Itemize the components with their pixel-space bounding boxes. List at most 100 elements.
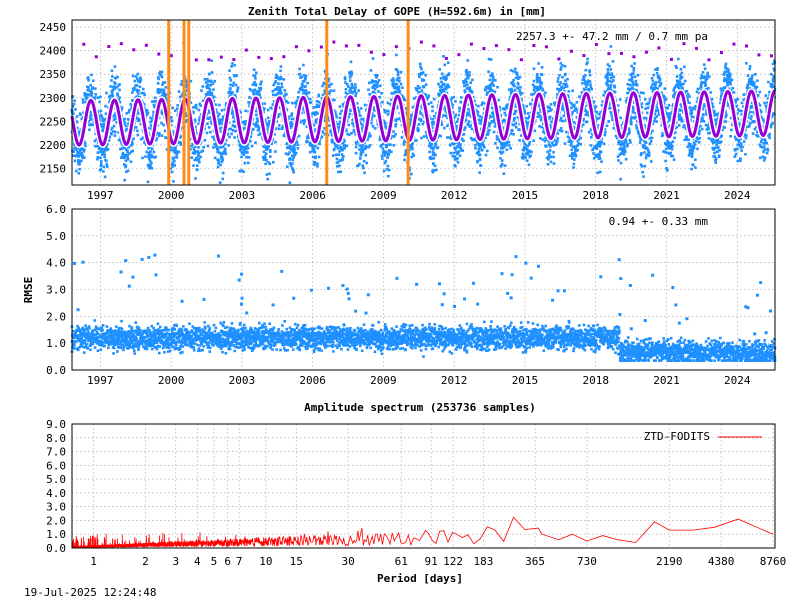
ztd-data-point	[329, 130, 332, 134]
ztd-data-point	[344, 87, 348, 91]
ztd-data-point	[293, 143, 297, 146]
ztd-data-point	[538, 114, 542, 117]
ztd-data-point	[155, 137, 159, 140]
ztd-data-point	[589, 83, 592, 86]
ztd-data-point	[450, 137, 453, 141]
ztd-data-point	[545, 145, 548, 148]
ztd-data-point	[235, 74, 239, 77]
ztd-data-point	[594, 105, 598, 108]
ztd-data-point	[211, 135, 214, 139]
ztd-data-point	[229, 83, 232, 87]
ztd-data-point	[465, 73, 469, 77]
ztd-data-point	[159, 74, 163, 77]
ztd-data-point	[130, 139, 134, 143]
ztd-data-point	[586, 57, 589, 61]
ztd-data-point	[290, 112, 294, 115]
ztd-data-point	[469, 136, 473, 140]
ztd-data-point	[304, 89, 308, 92]
ztd-data-point	[285, 93, 288, 96]
ztd-data-point	[411, 147, 414, 151]
ztd-data-point	[361, 145, 364, 149]
ztd-data-point	[466, 122, 470, 125]
ztd-data-point	[563, 142, 567, 145]
ztd-data-point	[83, 92, 87, 95]
ztd-data-point	[77, 158, 80, 162]
ztd-data-point	[331, 141, 335, 144]
ztd-data-point	[143, 141, 146, 144]
ztd-data-point	[453, 115, 457, 119]
ztd-data-point	[335, 115, 338, 119]
ztd-data-point	[236, 86, 240, 89]
ztd-data-point	[184, 111, 188, 115]
ztd-data-point	[523, 116, 527, 120]
ztd-data-point	[111, 126, 114, 130]
ztd-data-point	[404, 111, 408, 114]
ztd-data-point	[511, 69, 515, 73]
ztd-data-point	[468, 71, 471, 74]
ztd-data-point	[444, 109, 447, 113]
ztd-data-point	[367, 81, 371, 85]
ztd-data-point	[514, 122, 518, 125]
ztd-data-point	[216, 148, 220, 152]
ztd-data-point	[305, 91, 308, 95]
ztd-data-point	[201, 99, 205, 103]
ztd-data-point	[159, 90, 162, 94]
ztd-data-point	[471, 78, 474, 82]
ztd-data-point	[392, 135, 396, 138]
ztd-data-point	[145, 109, 149, 112]
ztd-data-point	[212, 146, 215, 149]
ztd-data-point	[329, 89, 333, 92]
ztd-data-point	[463, 90, 467, 94]
ztd-data-point	[451, 154, 455, 158]
ztd-data-point	[384, 151, 388, 155]
ztd-data-point	[421, 78, 424, 81]
ztd-data-point	[499, 157, 502, 160]
ztd-data-point	[77, 172, 81, 175]
ztd-data-point	[231, 129, 235, 132]
ztd-data-point	[432, 147, 435, 151]
ztd-data-point	[386, 113, 390, 116]
ztd-data-point	[132, 88, 135, 92]
ztd-data-point	[221, 177, 225, 181]
ztd-data-point	[513, 88, 517, 92]
ztd-data-point	[503, 164, 507, 167]
ztd-data-point	[462, 81, 466, 85]
ztd-data-point	[415, 87, 419, 91]
ztd-data-point	[505, 141, 509, 145]
ztd-data-point	[102, 150, 106, 153]
ztd-data-point	[100, 116, 104, 119]
ztd-data-point	[223, 147, 227, 151]
ztd-data-point	[131, 74, 135, 78]
ztd-data-point	[491, 78, 495, 82]
ztd-data-point	[226, 132, 230, 136]
ztd-data-point	[350, 73, 353, 77]
ztd-data-point	[243, 126, 246, 130]
ztd-data-point	[135, 84, 139, 87]
ztd-data-point	[465, 113, 468, 117]
ztd-data-point	[468, 74, 471, 77]
ztd-data-point	[269, 150, 272, 154]
ztd-data-point	[487, 57, 491, 61]
ztd-data-point	[568, 154, 572, 157]
ztd-data-point	[242, 170, 245, 174]
ztd-data-point	[590, 136, 593, 139]
ztd-data-point	[230, 65, 233, 68]
ztd-data-point	[431, 170, 435, 174]
ztd-data-point	[336, 126, 339, 129]
ztd-data-point	[353, 90, 357, 93]
ztd-data-point	[327, 93, 331, 96]
ztd-data-point	[96, 157, 99, 161]
ztd-data-point	[224, 152, 228, 156]
ztd-data-point	[584, 74, 587, 77]
ztd-data-point	[307, 136, 310, 140]
ztd-data-point	[136, 129, 139, 133]
ztd-data-point	[163, 129, 167, 133]
ztd-data-point	[537, 89, 540, 93]
ztd-data-point	[565, 85, 569, 88]
ztd-data-point	[233, 74, 237, 78]
ztd-data-point	[488, 121, 492, 125]
ztd-data-point	[521, 152, 525, 156]
ztd-data-point	[473, 99, 476, 103]
ztd-data-point	[488, 114, 491, 117]
ztd-data-point	[465, 71, 469, 75]
